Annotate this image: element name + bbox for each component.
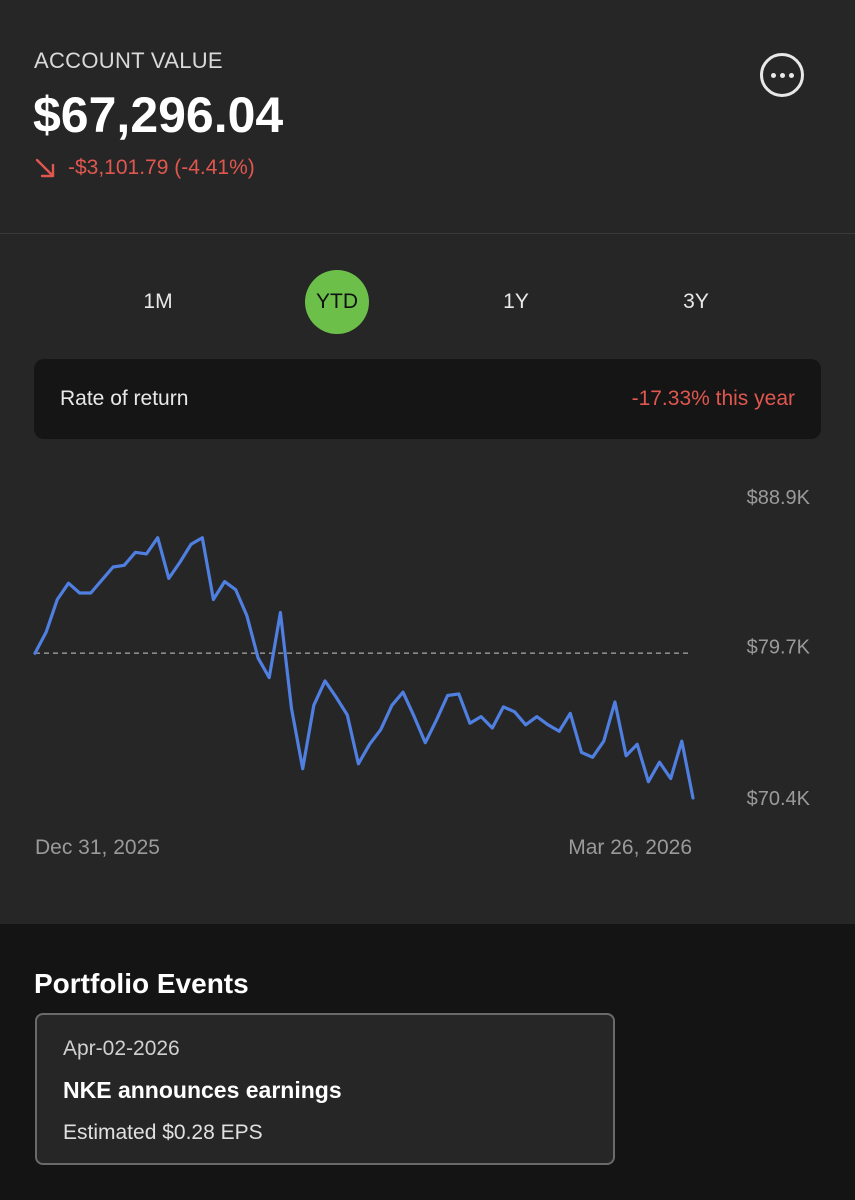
account-change-row: -$3,101.79 (-4.41%) bbox=[34, 156, 255, 180]
event-date: Apr-02-2026 bbox=[63, 1037, 180, 1060]
performance-chart[interactable]: $88.9K $79.7K $70.4K Dec 31, 2025 Mar 26, 20… bbox=[0, 460, 855, 880]
x-tick-label: Dec 31, 2025 bbox=[35, 836, 160, 859]
time-range-tabs: 1M YTD 1Y 3Y bbox=[0, 270, 855, 334]
tab-3y[interactable]: 3Y bbox=[683, 290, 709, 313]
event-title: NKE announces earnings bbox=[63, 1077, 342, 1103]
y-tick-label: $88.9K bbox=[747, 487, 811, 509]
event-card[interactable]: Apr-02-2026 NKE announces earnings Estim… bbox=[35, 1013, 615, 1165]
dot bbox=[788, 72, 794, 78]
rate-of-return-value: -17.33% this year bbox=[631, 387, 795, 410]
dot bbox=[779, 72, 785, 78]
tab-ytd[interactable]: YTD bbox=[305, 270, 369, 334]
rate-of-return-label: Rate of return bbox=[60, 387, 189, 410]
y-tick-label: $79.7K bbox=[747, 637, 811, 659]
chart-svg: $88.9K $79.7K $70.4K Dec 31, 2025 Mar 26, 20… bbox=[33, 487, 811, 859]
rate-of-return-bar: Rate of return -17.33% this year bbox=[34, 359, 821, 439]
tab-1m[interactable]: 1M bbox=[143, 290, 173, 313]
tab-1y[interactable]: 1Y bbox=[503, 290, 529, 313]
event-subtitle: Estimated $0.28 EPS bbox=[63, 1121, 263, 1144]
account-change-value: -$3,101.79 (-4.41%) bbox=[68, 156, 255, 179]
more-options-icon[interactable] bbox=[760, 53, 804, 97]
account-value-label: ACCOUNT VALUE bbox=[34, 48, 223, 73]
trend-down-arrow-icon bbox=[35, 158, 55, 178]
portfolio-events-title: Portfolio Events bbox=[34, 968, 249, 999]
y-tick-label: $70.4K bbox=[747, 788, 811, 810]
account-value: $67,296.04 bbox=[33, 87, 284, 143]
dot bbox=[770, 72, 776, 78]
portfolio-events-section: Portfolio Events Apr-02-2026 NKE announc… bbox=[0, 924, 855, 1200]
account-header: ACCOUNT VALUE $67,296.04 -$3,101.79 (-4.… bbox=[0, 0, 855, 234]
chart-series-line bbox=[33, 536, 695, 800]
x-tick-label: Mar 26, 2026 bbox=[568, 836, 692, 859]
